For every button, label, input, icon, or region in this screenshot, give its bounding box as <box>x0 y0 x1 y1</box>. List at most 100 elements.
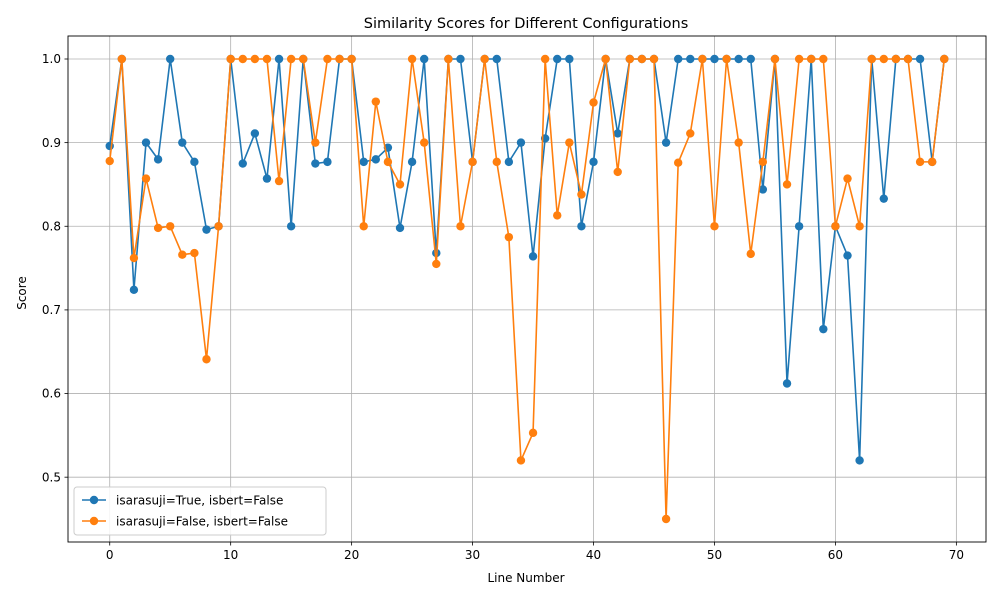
data-point <box>734 138 743 147</box>
chart-title: Similarity Scores for Different Configur… <box>364 16 689 32</box>
data-point <box>335 54 344 64</box>
y-tick-label: 0.6 <box>42 387 61 401</box>
data-point <box>589 98 598 107</box>
data-point <box>299 54 308 64</box>
data-point <box>661 514 671 524</box>
legend: isarasuji=True, isbert=False isarasuji=Fa… <box>73 486 327 536</box>
data-point <box>262 54 272 64</box>
data-point <box>323 157 332 167</box>
data-point <box>855 456 864 465</box>
data-point <box>456 54 465 64</box>
y-tick-label: 0.8 <box>42 219 61 233</box>
data-point <box>214 222 223 231</box>
data-point <box>504 157 514 167</box>
data-point <box>262 174 272 183</box>
data-point <box>843 251 852 260</box>
data-point <box>153 155 163 164</box>
data-point <box>915 157 925 167</box>
data-point <box>166 222 175 231</box>
data-point <box>540 54 550 64</box>
data-point <box>323 54 332 64</box>
data-point <box>879 194 888 203</box>
data-point <box>746 54 755 64</box>
data-point <box>286 54 296 64</box>
data-point <box>855 222 864 231</box>
data-point <box>468 157 477 167</box>
data-point <box>831 222 840 231</box>
y-axis-label: Score <box>15 276 29 310</box>
x-axis-label: Line Number <box>487 571 564 585</box>
data-point <box>528 428 538 438</box>
axis-ticks: 0 10 20 30 40 50 60 70 0.5 0.6 0.7 0.8 0.9 1.0 <box>42 52 964 562</box>
y-tick-label: 0.9 <box>42 136 61 150</box>
data-point <box>782 180 792 189</box>
data-point <box>553 54 562 64</box>
data-point <box>879 54 888 64</box>
data-point <box>927 157 937 167</box>
data-point <box>528 252 538 261</box>
data-point <box>661 138 671 147</box>
data-point <box>190 157 199 167</box>
x-tick-label: 50 <box>707 548 722 562</box>
data-point <box>577 222 586 231</box>
data-point <box>577 190 586 199</box>
data-point <box>129 253 139 263</box>
data-point <box>565 54 574 64</box>
data-point <box>419 138 429 147</box>
data-point <box>432 259 441 269</box>
data-point <box>274 176 284 186</box>
data-point <box>311 138 320 147</box>
data-point <box>770 54 780 64</box>
series-1 <box>105 54 949 465</box>
series-line <box>108 58 946 520</box>
data-point <box>698 54 707 64</box>
plot-series <box>105 54 949 524</box>
data-point <box>383 157 393 167</box>
data-point <box>613 167 622 177</box>
data-point <box>504 232 514 242</box>
data-point <box>226 54 235 64</box>
data-point <box>395 223 405 233</box>
data-point <box>238 54 247 64</box>
data-point <box>153 223 163 233</box>
data-point <box>794 54 804 64</box>
data-point <box>673 158 683 167</box>
data-point <box>758 157 768 167</box>
data-point <box>613 129 622 138</box>
data-point <box>286 222 296 231</box>
data-point <box>359 222 368 231</box>
data-point <box>649 54 659 64</box>
data-point <box>359 157 368 167</box>
legend-label: isarasuji=False, isbert=False <box>116 514 288 528</box>
data-point <box>480 54 489 64</box>
data-point <box>710 54 719 64</box>
data-point <box>456 222 465 231</box>
x-tick-label: 10 <box>223 548 238 562</box>
data-point <box>178 250 187 259</box>
data-point <box>891 54 901 64</box>
data-point <box>250 54 260 64</box>
data-point <box>105 156 114 166</box>
data-point <box>395 180 405 189</box>
data-point <box>940 54 949 64</box>
data-point <box>565 138 574 147</box>
grid <box>68 36 986 542</box>
data-point <box>710 222 719 231</box>
data-point <box>637 54 647 64</box>
data-point <box>782 379 792 388</box>
data-point <box>722 54 731 64</box>
plot-frame <box>67 35 987 543</box>
legend-label: isarasuji=True, isbert=False <box>116 493 283 507</box>
x-tick-label: 20 <box>344 548 359 562</box>
data-point <box>686 54 695 64</box>
data-point <box>141 138 151 147</box>
data-point <box>516 456 526 465</box>
data-point <box>915 54 925 64</box>
data-point <box>746 249 755 259</box>
data-point <box>601 54 610 64</box>
data-point <box>407 54 417 64</box>
series-2 <box>105 54 949 524</box>
legend-marker <box>89 516 99 526</box>
data-point <box>202 225 211 234</box>
